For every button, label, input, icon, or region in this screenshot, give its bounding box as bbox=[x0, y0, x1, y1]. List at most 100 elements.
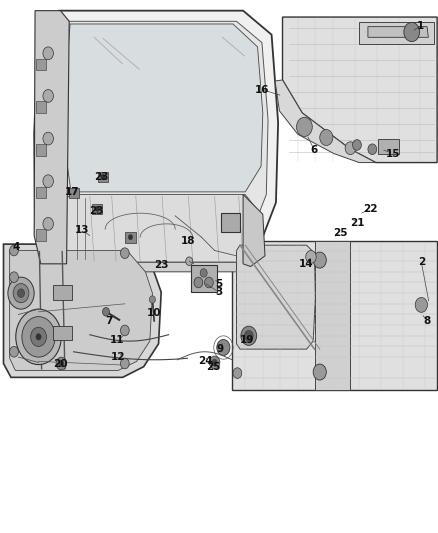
Bar bbox=[36, 229, 46, 241]
Text: 4: 4 bbox=[13, 242, 20, 252]
Circle shape bbox=[194, 277, 203, 288]
Circle shape bbox=[16, 309, 61, 365]
Text: 23: 23 bbox=[89, 206, 104, 215]
Circle shape bbox=[13, 284, 29, 303]
Circle shape bbox=[43, 217, 53, 230]
Polygon shape bbox=[53, 326, 72, 340]
Circle shape bbox=[297, 117, 312, 136]
Circle shape bbox=[320, 130, 333, 146]
Text: 25: 25 bbox=[333, 229, 348, 238]
Circle shape bbox=[149, 296, 155, 303]
Polygon shape bbox=[53, 285, 72, 300]
Circle shape bbox=[415, 297, 427, 312]
Text: 12: 12 bbox=[111, 352, 126, 362]
Circle shape bbox=[101, 174, 105, 180]
Polygon shape bbox=[10, 251, 152, 370]
Polygon shape bbox=[45, 195, 263, 262]
Text: 13: 13 bbox=[75, 225, 90, 235]
Polygon shape bbox=[275, 80, 376, 163]
Text: 15: 15 bbox=[386, 149, 401, 158]
Bar bbox=[36, 187, 46, 198]
Bar bbox=[36, 101, 46, 113]
Bar bbox=[36, 144, 46, 156]
Polygon shape bbox=[368, 27, 428, 37]
Circle shape bbox=[10, 272, 18, 282]
Circle shape bbox=[120, 248, 129, 259]
Circle shape bbox=[10, 346, 18, 357]
Text: 23: 23 bbox=[94, 172, 109, 182]
Circle shape bbox=[368, 144, 377, 155]
Text: 18: 18 bbox=[181, 236, 196, 246]
Polygon shape bbox=[378, 139, 399, 154]
Text: 16: 16 bbox=[254, 85, 269, 94]
Circle shape bbox=[43, 90, 53, 102]
Circle shape bbox=[313, 252, 326, 268]
Polygon shape bbox=[34, 11, 69, 264]
Circle shape bbox=[205, 277, 213, 288]
Circle shape bbox=[43, 47, 53, 60]
Polygon shape bbox=[44, 21, 268, 255]
Circle shape bbox=[353, 140, 361, 150]
Circle shape bbox=[43, 175, 53, 188]
Text: 23: 23 bbox=[154, 261, 169, 270]
Text: 8: 8 bbox=[424, 316, 431, 326]
Circle shape bbox=[241, 326, 257, 345]
Circle shape bbox=[233, 368, 242, 378]
Polygon shape bbox=[232, 241, 437, 390]
Circle shape bbox=[102, 308, 110, 316]
Polygon shape bbox=[98, 172, 108, 182]
Polygon shape bbox=[191, 265, 217, 292]
Polygon shape bbox=[69, 188, 79, 198]
Polygon shape bbox=[205, 278, 215, 284]
Polygon shape bbox=[66, 24, 263, 192]
Circle shape bbox=[244, 330, 253, 341]
Text: 2: 2 bbox=[418, 257, 425, 267]
Text: 5: 5 bbox=[215, 279, 223, 288]
Circle shape bbox=[31, 327, 46, 346]
Polygon shape bbox=[237, 245, 315, 349]
Circle shape bbox=[345, 142, 356, 155]
Text: 14: 14 bbox=[299, 259, 314, 269]
Circle shape bbox=[200, 269, 207, 277]
Circle shape bbox=[95, 206, 99, 212]
Text: 24: 24 bbox=[198, 357, 212, 366]
Text: 6: 6 bbox=[311, 146, 318, 155]
Circle shape bbox=[128, 235, 133, 240]
Circle shape bbox=[404, 22, 420, 42]
Circle shape bbox=[56, 357, 67, 370]
Polygon shape bbox=[283, 17, 437, 163]
Polygon shape bbox=[4, 244, 161, 377]
Polygon shape bbox=[34, 11, 278, 266]
Text: 9: 9 bbox=[216, 344, 223, 354]
Circle shape bbox=[43, 132, 53, 145]
Text: 21: 21 bbox=[350, 218, 364, 228]
Polygon shape bbox=[92, 204, 102, 214]
Text: 10: 10 bbox=[147, 309, 162, 318]
Circle shape bbox=[212, 359, 217, 366]
Polygon shape bbox=[315, 241, 350, 390]
Text: 19: 19 bbox=[240, 335, 254, 345]
Circle shape bbox=[120, 325, 129, 336]
Text: 22: 22 bbox=[363, 204, 378, 214]
Circle shape bbox=[36, 334, 41, 340]
Text: 11: 11 bbox=[110, 335, 125, 345]
Circle shape bbox=[209, 356, 220, 369]
Circle shape bbox=[8, 277, 34, 309]
Bar bbox=[36, 59, 46, 70]
Polygon shape bbox=[243, 195, 265, 266]
Text: 25: 25 bbox=[206, 362, 221, 372]
Text: 20: 20 bbox=[53, 359, 68, 368]
Polygon shape bbox=[359, 22, 434, 44]
Circle shape bbox=[186, 257, 193, 265]
Polygon shape bbox=[125, 232, 136, 243]
Circle shape bbox=[306, 251, 316, 263]
Text: 3: 3 bbox=[215, 287, 223, 297]
Circle shape bbox=[120, 358, 129, 369]
Circle shape bbox=[217, 340, 230, 356]
Circle shape bbox=[22, 317, 55, 357]
Polygon shape bbox=[221, 213, 240, 232]
Text: 17: 17 bbox=[65, 187, 80, 197]
Polygon shape bbox=[42, 262, 254, 272]
Circle shape bbox=[10, 245, 18, 256]
Circle shape bbox=[313, 364, 326, 380]
